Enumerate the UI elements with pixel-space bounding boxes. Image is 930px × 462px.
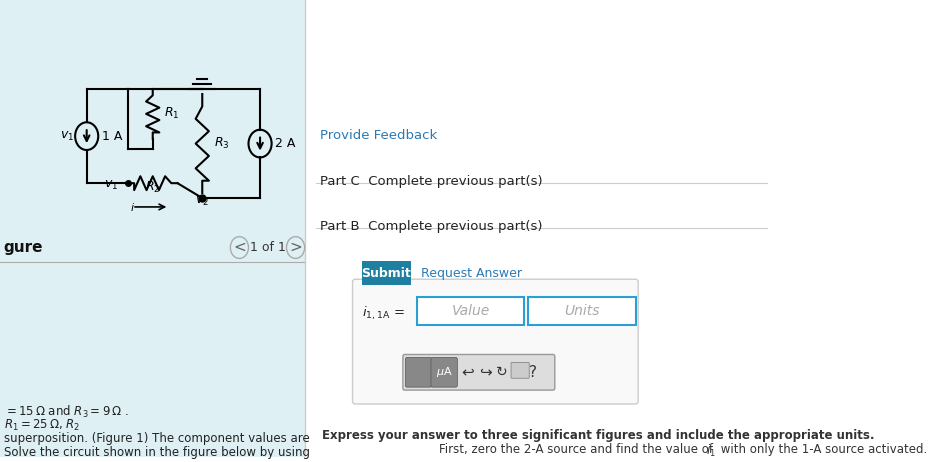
FancyBboxPatch shape (403, 354, 555, 390)
FancyBboxPatch shape (431, 358, 458, 387)
Text: $= 15\,\Omega$ and $R_3 = 9\,\Omega$ .: $= 15\,\Omega$ and $R_3 = 9\,\Omega$ . (4, 404, 128, 420)
Text: Part C  Complete previous part(s): Part C Complete previous part(s) (320, 175, 543, 188)
Text: Request Answer: Request Answer (421, 267, 522, 280)
Text: $i$: $i$ (129, 201, 135, 213)
Text: Solve the circuit shown in the figure below by using: Solve the circuit shown in the figure be… (4, 445, 310, 459)
Text: 2 A: 2 A (275, 137, 296, 150)
FancyBboxPatch shape (405, 358, 432, 387)
Text: 1 A: 1 A (101, 130, 122, 143)
Text: 1 of 1: 1 of 1 (250, 241, 286, 254)
FancyBboxPatch shape (0, 0, 305, 457)
FancyBboxPatch shape (305, 0, 768, 457)
Text: Provide Feedback: Provide Feedback (320, 129, 438, 142)
Text: $i_1$: $i_1$ (706, 443, 715, 459)
Text: ↪: ↪ (479, 365, 492, 380)
FancyBboxPatch shape (528, 297, 636, 325)
Text: ↩: ↩ (461, 365, 473, 380)
Text: <: < (233, 240, 246, 255)
Text: $R_2$: $R_2$ (145, 180, 160, 195)
Text: Part B  Complete previous part(s): Part B Complete previous part(s) (320, 220, 543, 233)
Text: $R_1 = 25\,\Omega$, $R_2$: $R_1 = 25\,\Omega$, $R_2$ (4, 418, 80, 433)
Text: Submit: Submit (362, 267, 411, 280)
FancyBboxPatch shape (362, 261, 411, 285)
FancyBboxPatch shape (512, 362, 529, 378)
Text: $v_1$: $v_1$ (104, 179, 118, 192)
Text: $R_3$: $R_3$ (214, 136, 230, 151)
FancyBboxPatch shape (417, 297, 525, 325)
Text: $v_1$: $v_1$ (60, 130, 74, 143)
Text: Units: Units (565, 304, 600, 318)
Text: with only the 1-A source activated.: with only the 1-A source activated. (717, 443, 927, 456)
Text: $v_2$: $v_2$ (195, 195, 209, 208)
Text: $\mu$A: $\mu$A (436, 365, 453, 379)
Text: superposition. (Figure 1) The component values are: superposition. (Figure 1) The component … (4, 432, 313, 445)
Text: $R_1$: $R_1$ (165, 106, 179, 122)
Text: $i_{1,1\mathrm{A}}$ =: $i_{1,1\mathrm{A}}$ = (362, 304, 405, 322)
Text: Express your answer to three significant figures and include the appropriate uni: Express your answer to three significant… (322, 429, 874, 442)
Text: ↻: ↻ (496, 365, 508, 379)
Text: ?: ? (528, 365, 537, 380)
FancyBboxPatch shape (352, 279, 638, 404)
Text: >: > (289, 240, 302, 255)
Text: Value: Value (451, 304, 490, 318)
Text: gure: gure (4, 240, 43, 255)
Text: First, zero the 2-A source and find the value of: First, zero the 2-A source and find the … (439, 443, 717, 456)
